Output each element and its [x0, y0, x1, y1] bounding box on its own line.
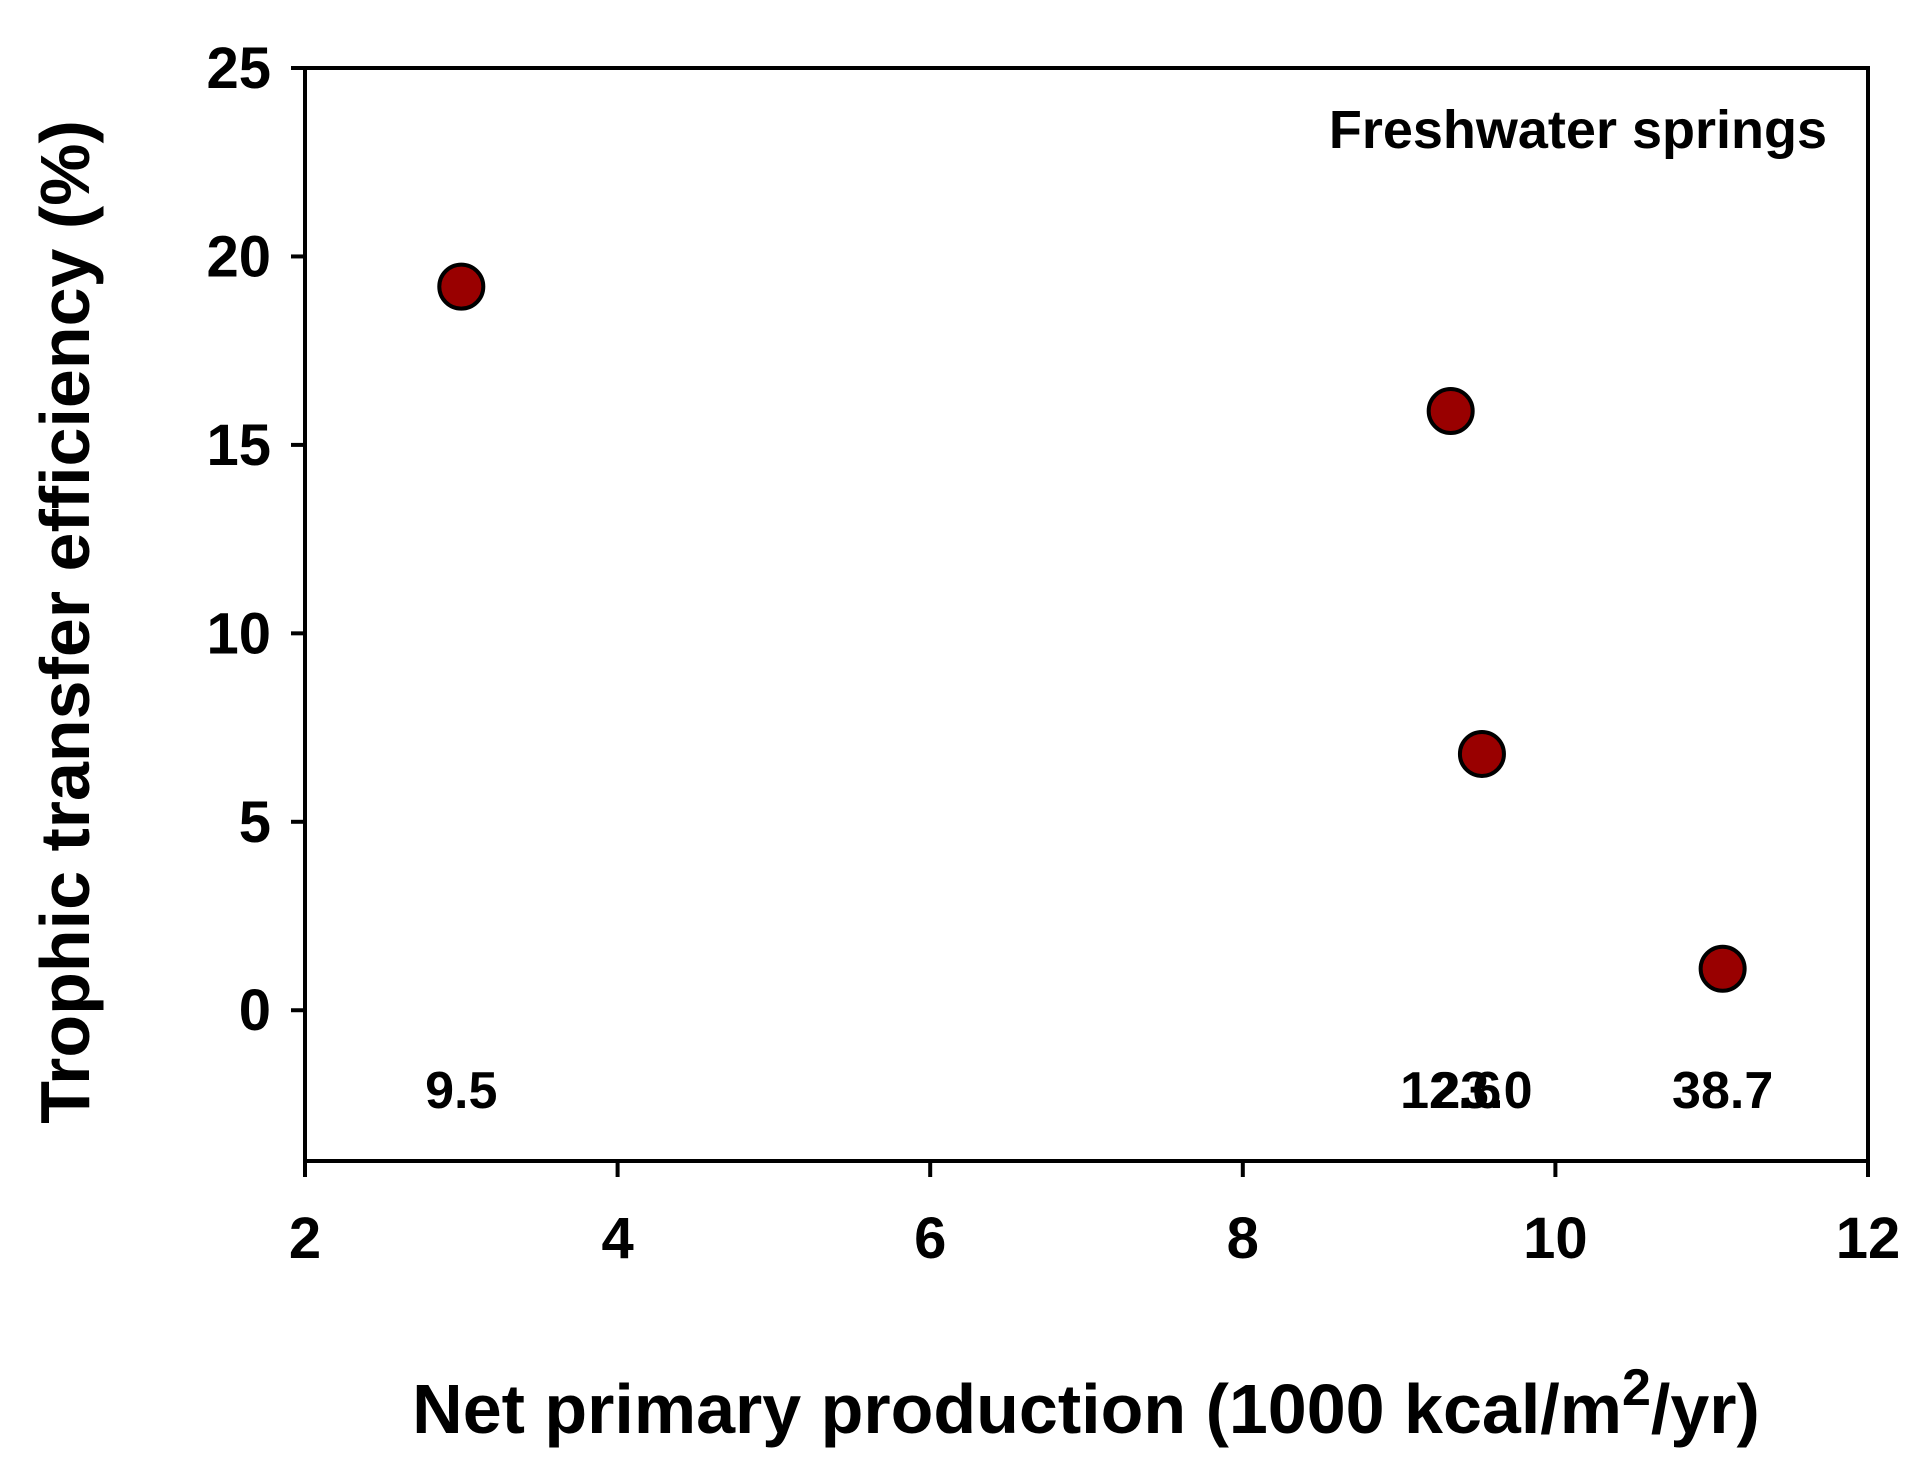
chart-annotation: Freshwater springs: [1329, 100, 1827, 160]
x-axis-ticks: 2 4 6 8 10 12: [289, 1161, 1900, 1271]
x-tick-label: 4: [601, 1206, 633, 1271]
data-points: [437, 262, 1747, 993]
y-axis-ticks: 0 5 10 15 20 25: [206, 36, 305, 1043]
x-tick-label: 12: [1836, 1206, 1901, 1271]
y-tick-label: 25: [206, 36, 271, 101]
data-point: [1426, 386, 1475, 435]
y-axis-title: Trophic transfer efficiency (%): [26, 120, 104, 1124]
y-tick-label: 15: [206, 413, 271, 478]
x-tick-label: 6: [914, 1206, 946, 1271]
y-tick-label: 0: [239, 978, 271, 1043]
y-tick-label: 10: [206, 601, 271, 666]
data-point-label: 38.7: [1672, 1062, 1773, 1120]
x-axis-title: Net primary production (1000 kcal/m2/yr): [412, 1359, 1760, 1448]
x-tick-label: 2: [289, 1206, 321, 1271]
x-axis-title-superscript: 2: [1622, 1359, 1651, 1417]
y-tick-label: 5: [239, 790, 271, 855]
data-point-label: 12.6: [1400, 1062, 1501, 1120]
x-axis-title-main: Net primary production (1000 kcal/m: [412, 1370, 1622, 1448]
data-point: [1457, 729, 1506, 778]
plot-frame: [303, 66, 1870, 1163]
data-point: [1698, 944, 1747, 993]
data-point: [437, 262, 486, 311]
data-point-label: 23.0: [1431, 1062, 1532, 1120]
x-tick-label: 8: [1227, 1206, 1259, 1271]
x-tick-label: 10: [1523, 1206, 1588, 1271]
y-tick-label: 20: [206, 224, 271, 289]
point-labels: 9.5 12.623.0 38.7: [425, 1062, 1773, 1120]
x-axis-title-suffix: /yr): [1651, 1370, 1760, 1448]
data-point-label: 9.5: [425, 1062, 497, 1120]
